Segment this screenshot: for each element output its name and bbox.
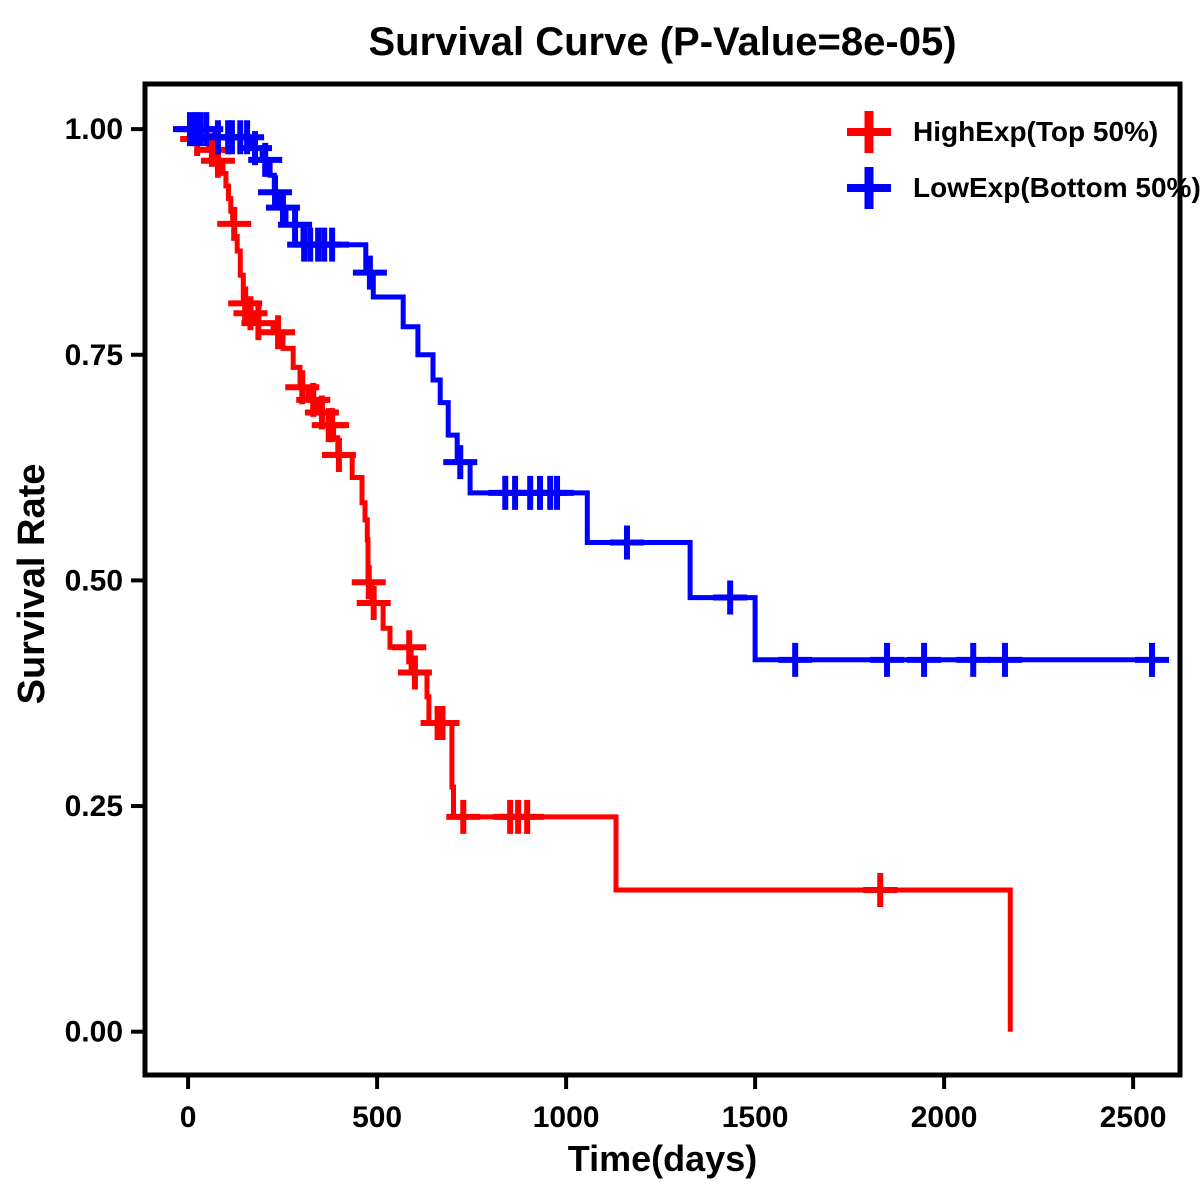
- censor-mark: [241, 306, 276, 341]
- censor-mark: [987, 642, 1022, 677]
- series-layer: [172, 112, 1170, 1032]
- censor-mark: [425, 706, 460, 741]
- x-tick-label: 2500: [1100, 1101, 1167, 1134]
- legend-item-highexp: HighExp(Top 50%): [845, 108, 1200, 156]
- censor-mark: [540, 475, 575, 510]
- censor-mark: [510, 799, 545, 834]
- censor-mark: [870, 642, 905, 677]
- censor-mark: [351, 565, 386, 600]
- censor-mark: [443, 445, 478, 480]
- x-tick-label: 1500: [722, 1101, 789, 1134]
- censor-mark: [321, 437, 356, 472]
- censor-mark: [261, 315, 296, 350]
- censor-mark: [315, 227, 350, 262]
- censor-mark: [863, 872, 898, 907]
- censor-mark: [265, 190, 300, 225]
- censor-mark: [1135, 642, 1170, 677]
- x-tick-label: 500: [352, 1101, 402, 1134]
- y-tick-label: 0.75: [65, 339, 123, 372]
- censor-mark: [446, 799, 481, 834]
- censor-mark: [392, 630, 427, 665]
- x-tick-label: 0: [180, 1101, 197, 1134]
- chart-title: Survival Curve (P-Value=8e-05): [368, 20, 957, 64]
- censor-mark: [778, 642, 813, 677]
- y-tick-label: 0.50: [65, 564, 123, 597]
- series-lowexp: [172, 112, 1170, 677]
- x-axis-label: Time(days): [567, 1138, 758, 1179]
- censor-mark: [248, 142, 283, 177]
- y-tick-label: 1.00: [65, 113, 123, 146]
- censor-mark: [356, 585, 391, 620]
- plus-marker-icon-highexp: [847, 111, 891, 153]
- censor-mark: [352, 255, 387, 290]
- censor-mark: [907, 642, 942, 677]
- censor-mark: [217, 206, 252, 241]
- legend-label-lowexp: LowExp(Bottom 50%): [913, 172, 1200, 203]
- censor-mark: [609, 525, 644, 560]
- plot-border: [142, 81, 1183, 1078]
- y-tick-label: 0.00: [65, 1016, 123, 1049]
- legend-item-lowexp: LowExp(Bottom 50%): [845, 164, 1200, 212]
- censor-mark: [397, 655, 432, 690]
- x-tick-label: 1000: [533, 1101, 600, 1134]
- y-axis-label: Survival Rate: [11, 463, 53, 705]
- x-tick-label: 2000: [911, 1101, 978, 1134]
- y-axis: 1.00 0.75 0.50 0.25 0.00: [65, 113, 145, 1049]
- plot-box: [142, 81, 1183, 1078]
- y-tick-label: 0.25: [65, 790, 123, 823]
- plus-marker-icon-lowexp: [847, 167, 891, 209]
- censor-mark: [315, 408, 350, 443]
- x-axis: 0 500 1000 1500 2000 2500: [180, 1075, 1167, 1134]
- censor-mark: [713, 580, 748, 615]
- legend: HighExp(Top 50%) LowExp(Bottom 50%): [845, 108, 1200, 220]
- km-step-curve: [188, 126, 1013, 1032]
- censor-mark: [278, 207, 313, 242]
- censor-mark: [956, 642, 991, 677]
- censor-mark: [258, 175, 293, 210]
- legend-label-highexp: HighExp(Top 50%): [913, 116, 1159, 147]
